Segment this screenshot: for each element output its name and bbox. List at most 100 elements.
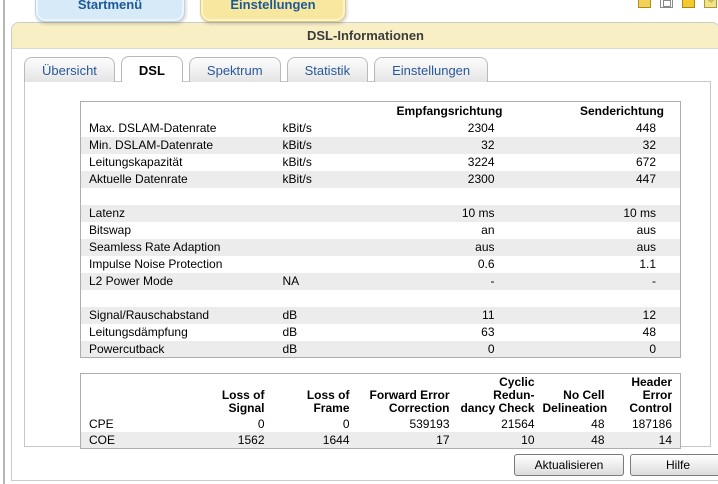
spacer-cell <box>81 188 681 205</box>
column-header: Cyclic Redun-dancy Check <box>460 375 535 415</box>
table-row: Leitungskapazität kBit/s 3224 672 <box>80 153 681 171</box>
table-cell: 447 <box>635 172 656 186</box>
table-header-row: Loss of Signal Loss of Frame Forward Error Co… <box>81 374 681 417</box>
startmenu-tab[interactable]: Startmenü <box>35 0 185 22</box>
table-cell: 14 <box>658 432 672 447</box>
table-row <box>80 187 681 205</box>
table-cell: Min. DSLAM-Datenrate <box>89 138 214 152</box>
tab-spektrum[interactable]: Spektrum <box>188 57 281 82</box>
table-cell <box>283 222 379 239</box>
table-cell: 448 <box>635 121 656 135</box>
table-cell: aus <box>475 240 495 254</box>
table-cell: 48 <box>591 417 605 431</box>
table-cell: an <box>481 223 495 237</box>
table-header-row: Empfangsrichtung Senderichtung <box>81 102 681 120</box>
spacer-cell <box>81 290 681 307</box>
table-cell: L2 Power Mode <box>89 274 174 288</box>
aktualisieren-button-label: Aktualisieren <box>534 458 604 472</box>
tab-content: Empfangsrichtung Senderichtung Max. DSLA… <box>24 81 711 449</box>
window-edge-divider <box>3 0 5 484</box>
table-cell: 0 <box>487 341 495 356</box>
table-cell: kBit/s <box>282 155 312 169</box>
empty-header-cell <box>283 102 379 120</box>
table-row: Min. DSLAM-Datenrate kBit/s 32 32 <box>80 136 681 154</box>
table-cell: 11 <box>482 308 495 322</box>
table-cell: 187186 <box>631 417 672 431</box>
table-cell: 0 <box>257 417 265 431</box>
column-header: Loss of Signal <box>221 388 265 415</box>
dsl-table-body: Max. DSLAM-Datenrate kBit/s 2304 448 Min. DS… <box>80 119 681 358</box>
table-cell: - <box>652 274 656 288</box>
button-row: Aktualisieren Hilfe <box>514 454 718 476</box>
table-cell: - <box>490 274 495 288</box>
table-cell <box>283 256 379 273</box>
new-window-icon[interactable] <box>660 0 673 8</box>
bookmark-icon[interactable] <box>682 0 695 8</box>
tab-einstellungen[interactable]: Einstellungen <box>374 57 489 82</box>
print-icon[interactable] <box>638 0 651 8</box>
dsl-informationen-panel: DSL-Informationen Übersicht DSL Spektrum St… <box>11 22 718 481</box>
table-cell: 672 <box>635 155 656 169</box>
table-cell: kBit/s <box>282 121 312 135</box>
table-cell <box>283 205 379 222</box>
page-title: DSL-Informationen <box>12 23 718 49</box>
table-cell: aus <box>636 240 656 254</box>
tab-dsl[interactable]: DSL <box>120 56 183 82</box>
table-cell: 48 <box>591 432 605 447</box>
table-row: CPE 0 0 539193 21564 48 187186 <box>80 416 681 432</box>
table-cell: 21564 <box>501 417 535 431</box>
empty-header-cell <box>81 374 136 417</box>
table-cell: Seamless Rate Adaption <box>89 240 221 254</box>
column-header: Loss of Frame <box>306 388 350 415</box>
table-cell: Leitungskapazität <box>89 155 183 169</box>
table-cell: 32 <box>481 138 495 152</box>
column-header-senderichtung: Senderichtung <box>579 103 664 118</box>
column-header: Forward Error Correction <box>369 388 450 415</box>
table-cell: 0.6 <box>477 257 495 271</box>
table-cell: 1644 <box>322 432 350 447</box>
table-row: Max. DSLAM-Datenrate kBit/s 2304 448 <box>80 119 681 137</box>
table-cell: kBit/s <box>282 172 312 186</box>
table-cell: 10 ms <box>461 206 495 220</box>
table-cell: 3224 <box>467 155 495 169</box>
table-cell <box>283 239 379 256</box>
dsl-parameters-table: Empfangsrichtung Senderichtung Max. DSLA… <box>80 101 681 358</box>
table-cell: 12 <box>642 308 656 322</box>
column-header: Header Error Control <box>629 375 672 415</box>
table-row <box>80 289 681 307</box>
tab-statistik[interactable]: Statistik <box>286 57 369 82</box>
table-cell: 48 <box>642 325 656 339</box>
table-cell: Impulse Noise Protection <box>89 257 223 271</box>
table-cell: dB <box>282 308 298 322</box>
table-cell: 539193 <box>409 417 450 431</box>
table-cell: 17 <box>436 432 450 447</box>
table-cell: NA <box>282 274 300 288</box>
table-cell: 63 <box>481 325 495 339</box>
hilfe-button-label: Hilfe <box>665 458 690 472</box>
table-cell: 1.1 <box>639 257 656 271</box>
startmenu-tab-label: Startmenü <box>77 0 143 12</box>
table-row: L2 Power Mode NA - - <box>80 272 681 290</box>
hilfe-button[interactable]: Hilfe <box>630 454 718 476</box>
aktualisieren-button[interactable]: Aktualisieren <box>514 454 624 476</box>
row-label: COE <box>89 432 116 447</box>
table-cell: 10 ms <box>623 206 656 220</box>
table-cell: 2300 <box>467 172 495 186</box>
table-cell: dB <box>282 341 298 356</box>
table-row: Powercutback dB 0 0 <box>80 340 681 358</box>
column-header-empfangsrichtung: Empfangsrichtung <box>396 103 503 118</box>
err-table-body: CPE 0 0 539193 21564 48 187186 COE 1562 1644 17 10 4… <box>80 416 681 448</box>
table-cell: Powercutback <box>89 341 165 356</box>
table-cell: dB <box>282 325 298 339</box>
table-cell: 2304 <box>467 121 495 135</box>
top-navigation: Startmenü Einstellungen <box>35 0 346 22</box>
einstellungen-top-tab[interactable]: Einstellungen <box>200 0 346 22</box>
mail-icon[interactable] <box>704 0 717 8</box>
browser-toolbar-icons <box>638 0 717 8</box>
row-label: CPE <box>89 417 114 431</box>
einstellungen-top-tab-label: Einstellungen <box>230 0 316 12</box>
table-row: COE 1562 1644 17 10 48 14 <box>80 432 681 448</box>
table-row: Aktuelle Datenrate kBit/s 2300 447 <box>80 170 681 188</box>
table-row: Seamless Rate Adaption aus aus <box>80 238 681 256</box>
tab-bersicht[interactable]: Übersicht <box>24 57 115 82</box>
